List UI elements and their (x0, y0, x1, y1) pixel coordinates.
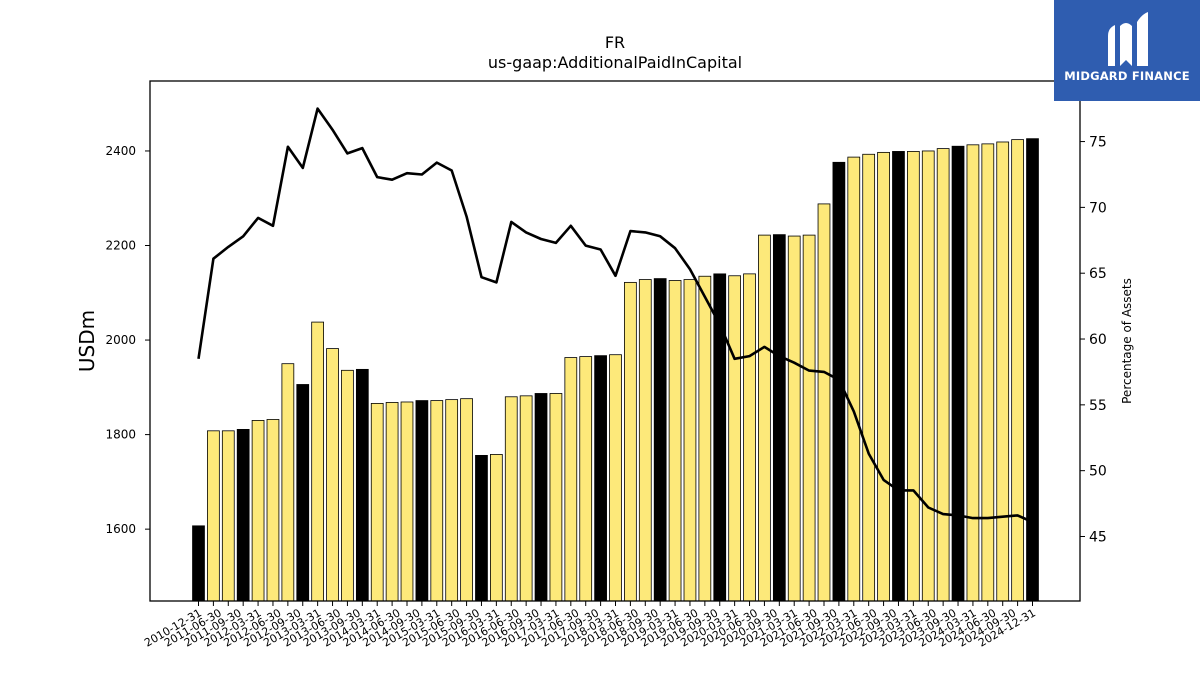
bar (236, 428, 250, 602)
bars-layer (192, 138, 1039, 602)
bar (1026, 138, 1039, 602)
bar (743, 273, 756, 602)
bar (772, 234, 786, 602)
bar (802, 234, 816, 602)
bar (415, 400, 429, 602)
line-layer (197, 107, 1034, 524)
y-axis-label: USDm (75, 310, 99, 372)
bar (400, 401, 414, 602)
bar (892, 151, 905, 602)
bar (579, 356, 593, 602)
bar (668, 280, 682, 602)
bar (936, 148, 950, 602)
x-axis: 2010-12-312011-06-302011-09-302012-03-31… (142, 601, 1038, 650)
bar (370, 402, 384, 602)
y-axis-left: 1600 1800 2000 2200 2400 (105, 144, 150, 536)
bar (355, 368, 369, 602)
y-right-tick-label: 60 (1089, 332, 1107, 348)
logo-text: MIDGARD FINANCE (1064, 69, 1190, 83)
bar (460, 398, 473, 602)
bar (609, 354, 622, 602)
bar (966, 144, 980, 602)
bar (624, 281, 637, 602)
bar (653, 278, 667, 602)
y-right-tick-label: 45 (1089, 529, 1107, 545)
bar (207, 430, 220, 602)
bar (296, 384, 310, 602)
y-right-tick-label: 50 (1089, 464, 1107, 480)
bar (534, 393, 548, 602)
bar (475, 454, 488, 602)
bar (996, 141, 1010, 602)
y-tick-label: 2400 (105, 144, 136, 158)
bar (698, 275, 712, 602)
bar (683, 279, 697, 602)
bar (921, 150, 935, 602)
chart-subtitle: us-gaap:AdditionalPaidInCapital (488, 53, 742, 72)
bar (728, 275, 742, 602)
logo-mark-icon (1108, 12, 1148, 66)
bar (787, 235, 801, 602)
bar (907, 151, 920, 602)
bar (549, 393, 563, 602)
bar (445, 399, 459, 602)
bar (504, 396, 518, 602)
bar (638, 279, 652, 602)
y-axis-right: 45 50 55 60 65 70 75 (1080, 135, 1107, 545)
bar (981, 143, 995, 602)
bar (951, 145, 965, 602)
bar (489, 454, 503, 602)
y-right-tick-label: 55 (1089, 398, 1107, 414)
bar (519, 395, 533, 602)
bar (281, 363, 295, 602)
y-right-tick-label: 65 (1089, 266, 1107, 282)
bar (817, 203, 831, 602)
bar (847, 156, 861, 602)
bar (251, 420, 265, 602)
bar (221, 430, 235, 602)
y-axis-right-label: Percentage of Assets (1120, 278, 1134, 404)
bar (877, 151, 890, 602)
midgard-finance-logo: MIDGARD FINANCE (1054, 0, 1200, 101)
bar (1011, 139, 1024, 602)
bar (862, 153, 876, 602)
y-tick-label: 2000 (105, 333, 136, 347)
y-right-tick-label: 75 (1089, 135, 1107, 151)
bar (385, 402, 399, 602)
bar (430, 400, 444, 602)
y-tick-label: 2200 (105, 239, 136, 253)
bar (341, 369, 354, 602)
bar (266, 419, 280, 602)
bar (192, 525, 205, 602)
y-right-tick-label: 70 (1089, 200, 1107, 216)
bar (326, 348, 339, 602)
series-line (197, 107, 1034, 524)
bar (594, 355, 607, 602)
y-tick-label: 1800 (105, 428, 136, 442)
bar (311, 321, 324, 602)
chart-title: FR (605, 33, 625, 52)
bar (758, 234, 771, 602)
y-tick-label: 1600 (105, 522, 136, 536)
bar (564, 357, 578, 602)
